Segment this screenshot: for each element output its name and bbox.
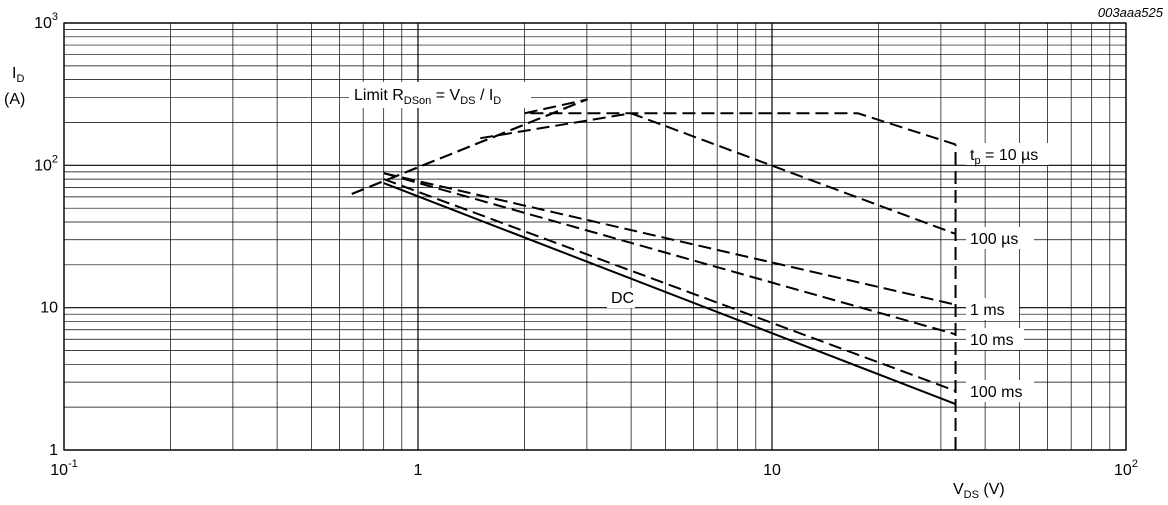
series-line-DC <box>383 182 956 406</box>
y-tick-label: 1 <box>49 442 58 459</box>
series-line-1-ms <box>383 172 956 306</box>
series-label-bg <box>966 143 1049 165</box>
x-tick-label: 102 <box>1114 458 1138 479</box>
series-label-bg <box>966 328 1024 350</box>
x-tick-label: 1 <box>414 462 423 479</box>
series-label: 10 ms <box>970 332 1014 349</box>
series-line-tp-10us <box>351 98 956 195</box>
series-label-dc: DC <box>611 290 634 307</box>
series-line-100-ms <box>383 178 956 392</box>
y-tick-label: 102 <box>34 153 58 174</box>
x-tick-label: 10-1 <box>50 458 78 479</box>
y-axis-unit: (A) <box>4 91 25 108</box>
figure-id: 003aaa525 <box>1098 5 1164 20</box>
rdson-limit-label: Limit RDSon = VDS / ID <box>354 87 501 107</box>
limit-label-bg <box>349 82 531 108</box>
y-tick-label: 10 <box>40 300 58 317</box>
series-line-10-ms <box>383 172 956 336</box>
series-label: 100 ms <box>970 384 1022 401</box>
series-label-bg <box>966 380 1034 402</box>
curves <box>351 98 957 450</box>
y-axis-label: ID <box>12 65 24 85</box>
series-label-bg <box>966 298 1019 320</box>
y-tick-label: 103 <box>34 11 58 32</box>
x-tick-label: 10 <box>763 462 781 479</box>
x-axis-label: VDS (V) <box>953 481 1005 501</box>
series-label-bg <box>966 227 1034 249</box>
series-line-100-us <box>480 112 956 235</box>
series-label: 100 µs <box>970 231 1018 248</box>
plot-frame <box>63 22 1127 451</box>
series-label: tp = 10 µs <box>970 147 1038 167</box>
dc-label-bg <box>607 288 635 308</box>
series-label: 1 ms <box>970 302 1005 319</box>
